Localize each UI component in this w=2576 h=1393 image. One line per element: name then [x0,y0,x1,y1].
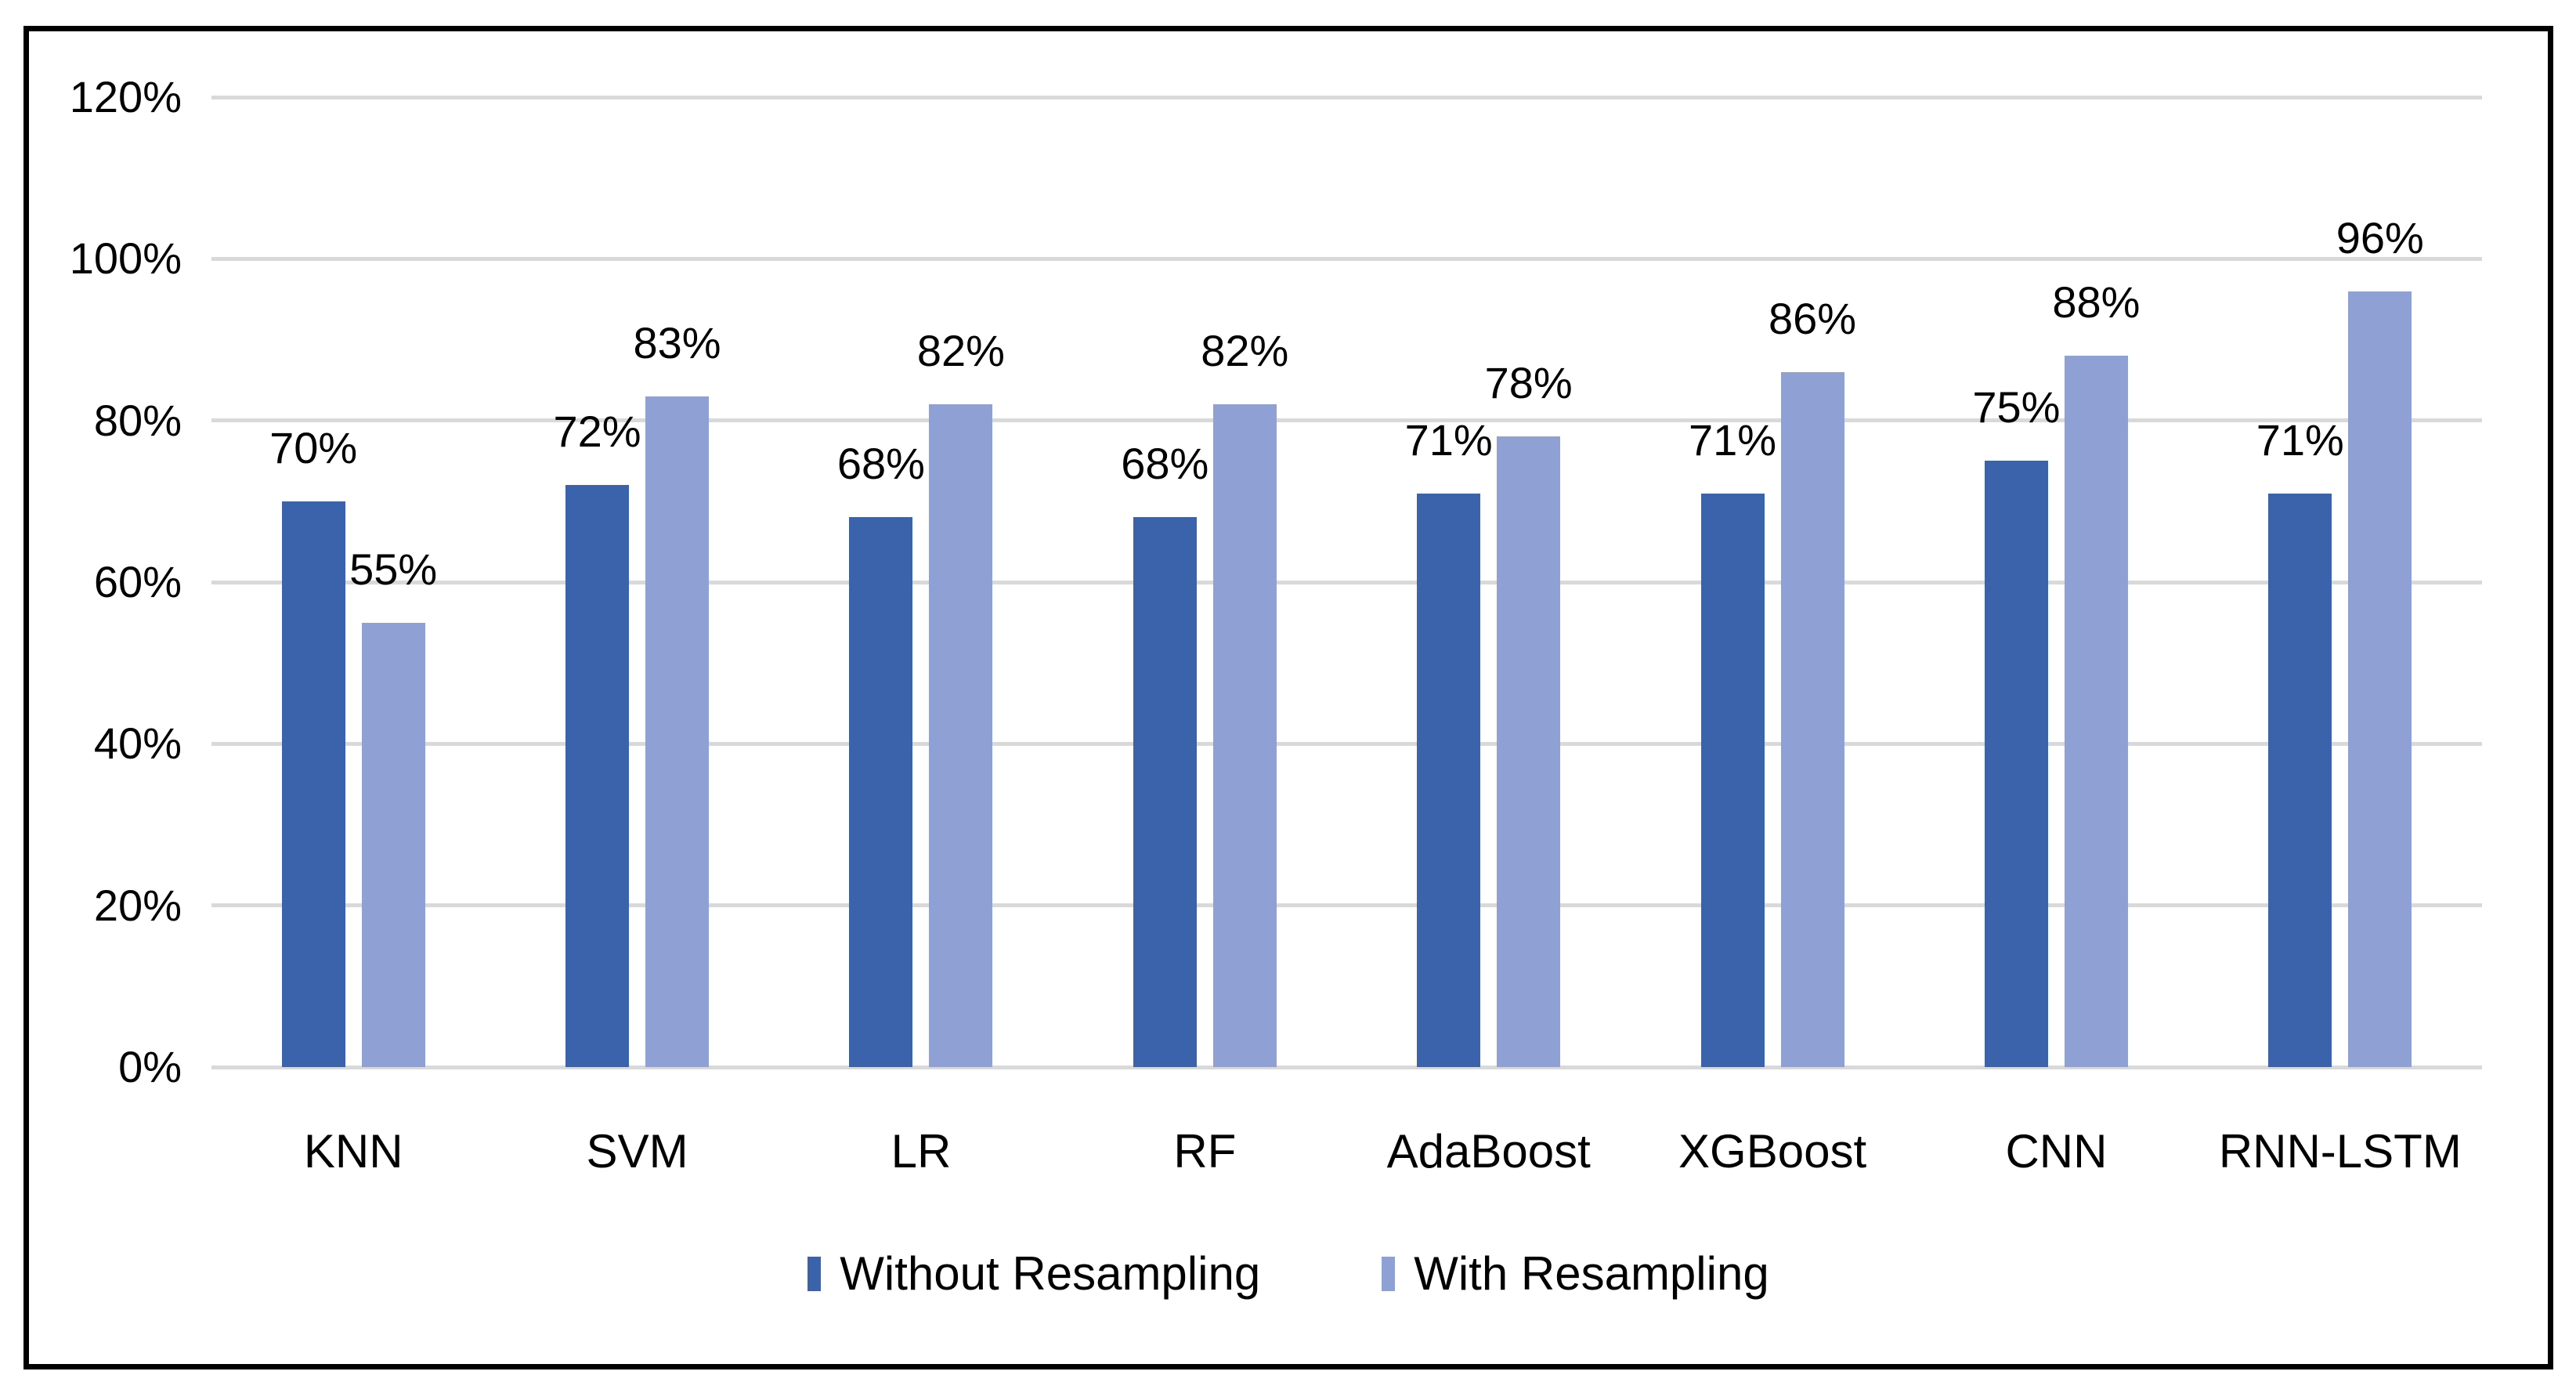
legend-item-without-resampling[interactable]: Without Resampling [807,1247,1260,1301]
bar-cell-rnn-lstm-without-resampling: 71% [2256,97,2344,1067]
bar-with-resampling[interactable] [1780,371,1844,1067]
bar-cell-lr-with-resampling: 82% [917,97,1005,1067]
bar-with-resampling[interactable] [1212,404,1277,1067]
bar-cell-svm-without-resampling: 72% [554,97,641,1067]
bar-without-resampling[interactable] [1133,517,1197,1067]
bar-with-resampling[interactable] [645,396,710,1067]
y-axis-tick-label: 100% [69,233,182,284]
data-label: 68% [836,439,925,489]
data-label: 78% [1484,358,1573,408]
bar-cell-knn-without-resampling: 70% [269,97,357,1067]
bar-without-resampling[interactable] [1417,493,1481,1067]
data-label: 72% [553,407,641,457]
x-axis-category-label: AdaBoost [1386,1125,1591,1178]
y-axis-tick-label: 0% [118,1042,182,1091]
legend-label-without-resampling: Without Resampling [840,1247,1261,1300]
chart-frame: 0% 20% 40% 60% 80% 100% 120% 70% 55% 72% 83% 68% 82… [23,26,2553,1369]
bar-group-svm: 72% 83% [495,97,779,1067]
x-axis-category-label: CNN [2005,1125,2108,1178]
legend: Without Resampling With Resampling [29,1247,2548,1301]
bar-cell-adaboost-without-resampling: 71% [1405,97,1493,1067]
data-label: 96% [2336,212,2424,262]
bar-cell-xgboost-without-resampling: 71% [1689,97,1776,1067]
bar-group-xgboost: 71% 86% [1631,97,1914,1067]
bar-cell-rf-with-resampling: 82% [1201,97,1288,1067]
x-axis-category-label: RF [1173,1125,1237,1178]
bar-without-resampling[interactable] [1700,493,1765,1067]
bar-cell-rnn-lstm-with-resampling: 96% [2336,97,2424,1067]
bar-cell-knn-with-resampling: 55% [349,97,437,1067]
data-label: 71% [1689,414,1777,465]
x-axis-category-label: SVM [586,1125,688,1178]
data-label: 82% [1201,326,1289,376]
x-axis-category-label: LR [891,1125,952,1178]
data-label: 75% [1972,382,2061,432]
bar-group-cnn: 75% 88% [1914,97,2198,1067]
y-axis-tick-label: 20% [93,880,182,930]
x-axis-category-label: RNN-LSTM [2218,1125,2462,1178]
bar-with-resampling[interactable] [929,404,993,1067]
bar-cell-svm-with-resampling: 83% [634,97,721,1067]
bar-group-rf: 68% 82% [1063,97,1346,1067]
data-label: 83% [633,317,721,367]
bar-with-resampling[interactable] [2064,356,2128,1067]
y-axis: 0% 20% 40% 60% 80% 100% 120% [29,72,182,1091]
data-label: 55% [349,544,438,594]
plot-area [211,95,2482,1069]
bar-cell-cnn-with-resampling: 88% [2052,97,2140,1067]
legend-marker-without-resampling-icon [807,1257,822,1291]
data-label: 71% [2256,414,2344,465]
data-label: 82% [916,326,1005,376]
bar-group-lr: 68% 82% [779,97,1063,1067]
gridline [211,741,2482,746]
bar-without-resampling[interactable] [2268,493,2332,1067]
bar-cell-rf-without-resampling: 68% [1121,97,1209,1067]
legend-item-with-resampling[interactable]: With Resampling [1382,1247,1769,1301]
x-axis-category-label: KNN [303,1125,403,1178]
y-axis-tick-label: 60% [93,557,182,606]
bar-series-area: 70% 55% 72% 83% 68% 82% 68% 82% 71% 78% 71% 86% 75% 8… [211,97,2482,1067]
bar-without-resampling[interactable] [849,517,913,1067]
gridline [211,1065,2482,1069]
bar-with-resampling[interactable] [361,622,425,1067]
bar-cell-cnn-without-resampling: 75% [1972,97,2060,1067]
data-label: 70% [269,422,358,472]
bar-with-resampling[interactable] [1497,436,1561,1067]
gridline [211,903,2482,908]
data-label: 68% [1121,439,1209,489]
bar-without-resampling[interactable] [565,485,630,1067]
y-axis-tick-label: 80% [93,395,182,445]
bar-without-resampling[interactable] [1984,461,2048,1067]
legend-marker-with-resampling-icon [1382,1257,1396,1291]
bar-cell-xgboost-with-resampling: 86% [1769,97,1856,1067]
x-axis: KNN SVM LR RF AdaBoost XGBoost CNN RNN-LSTM [211,1125,2482,1178]
bar-group-adaboost: 71% 78% [1347,97,1631,1067]
gridline [211,418,2482,423]
gridline [211,580,2482,584]
bar-cell-adaboost-with-resampling: 78% [1485,97,1573,1067]
bar-without-resampling[interactable] [281,501,345,1067]
bar-with-resampling[interactable] [2348,291,2412,1067]
bar-group-knn: 70% 55% [211,97,495,1067]
data-label: 71% [1404,414,1493,465]
data-label: 86% [1769,293,1857,343]
y-axis-tick-label: 40% [93,718,182,769]
x-axis-category-label: XGBoost [1678,1125,1867,1178]
bar-group-rnn-lstm: 71% 96% [2198,97,2482,1067]
legend-label-with-resampling: With Resampling [1414,1247,1769,1300]
gridline [211,95,2482,100]
gridline [211,256,2482,261]
y-axis-tick-label: 120% [69,72,182,121]
bar-cell-lr-without-resampling: 68% [837,97,925,1067]
data-label: 88% [2052,277,2141,327]
